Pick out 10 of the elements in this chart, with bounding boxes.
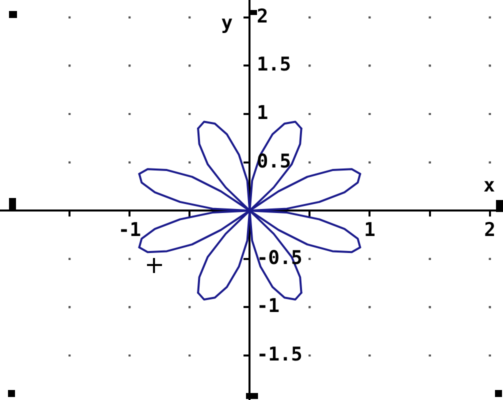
y-tick-label: -1.5 bbox=[256, 343, 302, 366]
y-tick-label: 2 bbox=[256, 5, 268, 28]
y-tick-label: -1 bbox=[256, 295, 280, 318]
y-axis-title: y bbox=[221, 12, 233, 34]
x-tick-label: 1 bbox=[364, 218, 376, 241]
x-tick-label: -1 bbox=[118, 218, 142, 241]
x-axis-title: x bbox=[484, 174, 495, 197]
y-tick-label: 1 bbox=[256, 102, 268, 124]
y-tick-label: 1.5 bbox=[256, 54, 292, 76]
x-tick-label: 2 bbox=[484, 218, 496, 241]
